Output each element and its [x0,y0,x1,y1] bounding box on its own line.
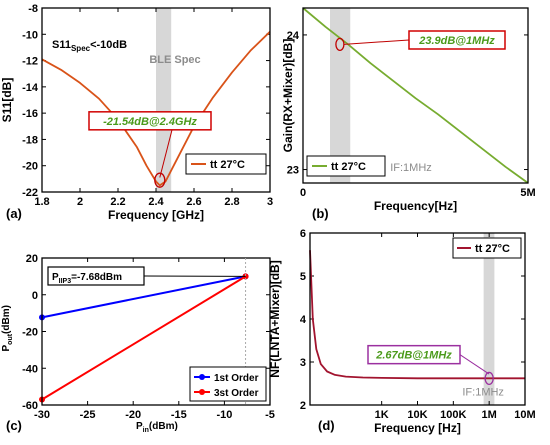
annotation-marker [484,371,494,385]
shaded-band [330,8,351,183]
x-tick-label: -25 [80,409,96,421]
y-axis-label: Gain(RX+Mixer)[dB] [281,39,295,153]
legend-box [185,153,267,175]
x-tick-label: 1M [482,409,497,421]
annotation-text: PIIP3=-7.68dBm [52,272,122,285]
x-tick-label: 3 [267,196,273,208]
y-tick-label: -16 [22,108,38,120]
x-tick-label: -10 [216,409,232,421]
panel-label: (c) [6,418,22,433]
y-tick-label: 0 [32,290,38,302]
legend-label: tt 27°C [210,159,245,171]
panel-label: (b) [312,206,329,221]
panel-label: (a) [6,206,22,221]
series-line-2 [41,275,247,401]
annotation-arrow [159,129,173,178]
y-axis-label: Pout(dBm) [1,305,14,351]
x-tick-label: 2.8 [224,196,239,208]
panel-label: (d) [318,418,335,433]
x-tick-label: 2.6 [186,196,201,208]
series-line-1 [309,250,525,380]
y-tick-label: -60 [22,400,38,412]
x-tick-label: 1.8 [34,196,49,208]
x-tick-label: 2.4 [148,196,164,208]
legend-marker [199,389,205,395]
annotation-text: -21.54dB@2.4GHz [103,116,197,128]
spec-text: S11Spec<-10dB [52,39,127,53]
y-tick-label: 20 [26,253,38,265]
legend-label: 3st Order [214,388,259,399]
x-tick-label: -15 [171,409,187,421]
x-tick-label: 5M [520,187,535,199]
x-axis-label: Frequency [GHz] [108,208,204,222]
y-tick-label: 2 [300,400,306,412]
y-tick-label: 24 [287,30,300,42]
axes-box [302,7,529,184]
y-tick-label: 5 [300,271,306,283]
y-tick-label: -40 [22,363,38,375]
y-tick-label: 6 [300,228,306,240]
y-tick-label: -20 [22,327,38,339]
annotation-box [88,111,212,131]
y-tick-label: 23 [287,165,299,177]
y-tick-label: -8 [28,3,38,15]
band-label: BLE Spec [149,54,200,66]
band-label: IF:1MHz [462,387,504,399]
y-tick-label: -22 [22,187,38,199]
annotation-arrow [459,354,490,375]
x-tick-label: 10M [514,409,535,421]
x-tick-label: 0 [300,187,306,199]
annotation-text: 2.67dB@1MHz [375,350,452,362]
x-tick-label: -30 [34,409,50,421]
annotation-text: 23.9dB@1MHz [418,35,495,47]
band-label: IF:1MHz [390,162,432,174]
x-tick-label: 1K [375,409,389,421]
annotation-marker [154,172,166,188]
y-tick-label: 4 [300,314,307,326]
x-tick-label: -5 [265,409,275,421]
annotation-arrow [343,39,410,45]
x-tick-label: -20 [125,409,141,421]
y-tick-label: -20 [22,161,38,173]
legend-box [452,237,522,259]
y-tick-label: -14 [22,82,39,94]
legend-label: 1st Order [214,373,259,384]
x-tick-label: 2.2 [110,196,125,208]
y-tick-label: -18 [22,134,38,146]
x-tick-label: 10K [407,409,427,421]
axes-box [41,257,271,406]
x-tick-label: 2 [77,196,83,208]
y-tick-label: 3 [300,357,306,369]
y-tick-label: -10 [22,29,38,41]
series-line-1 [41,31,271,187]
legend-box [189,366,267,402]
shaded-band [483,233,495,405]
y-axis-label: S11[dB] [0,78,14,123]
x-axis-label: Frequency [Hz] [374,421,461,435]
axes-box [309,232,526,406]
legend-marker [199,374,205,380]
y-axis-label: NF(LNTA+Mixer)[dB] [268,260,282,377]
legend-box [306,155,386,177]
y-tick-label: -12 [22,56,38,68]
x-tick-label: 100K [440,409,466,421]
legend-label: tt 27°C [331,161,366,173]
axes-box [41,7,271,193]
legend-label: tt 27°C [475,243,510,255]
x-axis-label: Frequency[Hz] [374,199,457,213]
x-axis-label: Pin(dBm) [136,421,178,434]
series-line-1 [41,275,246,319]
